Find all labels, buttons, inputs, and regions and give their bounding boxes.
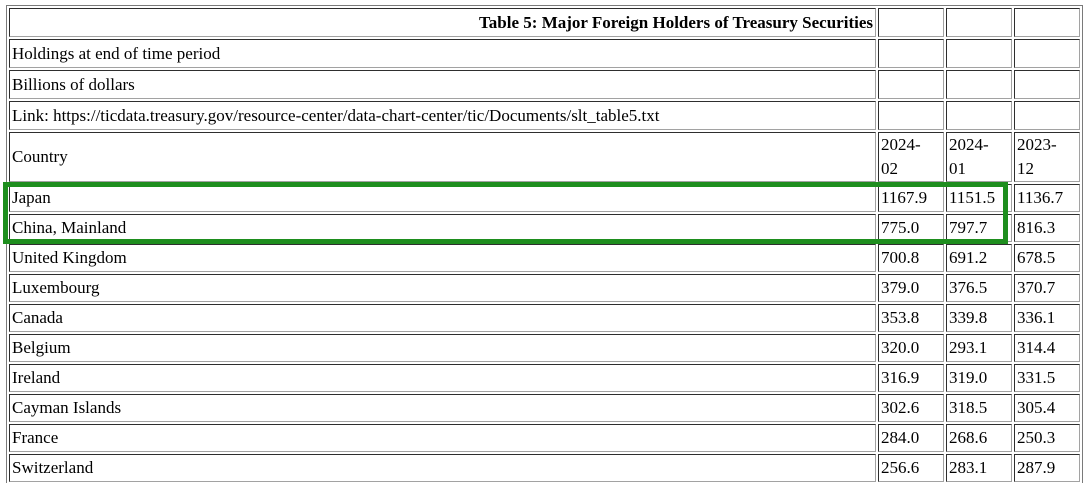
value-cell: 691.2 xyxy=(946,244,1012,272)
row-united-kingdom: United Kingdom 700.8 691.2 678.5 xyxy=(9,244,1080,272)
row-cayman-islands: Cayman Islands 302.6 318.5 305.4 xyxy=(9,394,1080,422)
country-cell: Canada xyxy=(9,304,876,332)
value-cell: 678.5 xyxy=(1014,244,1080,272)
empty-cell xyxy=(878,101,944,130)
value-cell: 256.6 xyxy=(878,454,944,482)
value-cell: 319.0 xyxy=(946,364,1012,392)
row-belgium: Belgium 320.0 293.1 314.4 xyxy=(9,334,1080,362)
title-row: Table 5: Major Foreign Holders of Treasu… xyxy=(9,8,1080,37)
value-cell: 353.8 xyxy=(878,304,944,332)
row-france: France 284.0 268.6 250.3 xyxy=(9,424,1080,452)
value-cell: 370.7 xyxy=(1014,274,1080,302)
empty-cell xyxy=(946,8,1012,37)
country-cell: Luxembourg xyxy=(9,274,876,302)
value-cell: 339.8 xyxy=(946,304,1012,332)
meta-text-holdings: Holdings at end of time period xyxy=(9,39,876,68)
col-header-2023-12: 2023-12 xyxy=(1014,132,1080,182)
col-header-label: 2023-12 xyxy=(1017,135,1057,178)
value-cell: 318.5 xyxy=(946,394,1012,422)
col-header-country: Country xyxy=(9,132,876,182)
value-cell: 314.4 xyxy=(1014,334,1080,362)
empty-cell xyxy=(878,70,944,99)
value-cell: 1136.7 xyxy=(1014,184,1080,212)
value-cell: 283.1 xyxy=(946,454,1012,482)
value-cell: 293.1 xyxy=(946,334,1012,362)
col-header-2024-01: 2024-01 xyxy=(946,132,1012,182)
value-cell: 316.9 xyxy=(878,364,944,392)
value-cell: 268.6 xyxy=(946,424,1012,452)
value-cell: 1151.5 xyxy=(946,184,1012,212)
value-cell: 331.5 xyxy=(1014,364,1080,392)
meta-row-link: Link: https://ticdata.treasury.gov/resou… xyxy=(9,101,1080,130)
value-cell: 284.0 xyxy=(878,424,944,452)
country-cell: Switzerland xyxy=(9,454,876,482)
empty-cell xyxy=(946,39,1012,68)
country-cell: Japan xyxy=(9,184,876,212)
col-header-2024-02: 2024-02 xyxy=(878,132,944,182)
value-cell: 700.8 xyxy=(878,244,944,272)
treasury-holders-table: Table 5: Major Foreign Holders of Treasu… xyxy=(6,5,1083,483)
row-china-mainland: China, Mainland 775.0 797.7 816.3 xyxy=(9,214,1080,242)
country-cell: United Kingdom xyxy=(9,244,876,272)
value-cell: 379.0 xyxy=(878,274,944,302)
meta-text-link: Link: https://ticdata.treasury.gov/resou… xyxy=(9,101,876,130)
col-header-label: 2024-01 xyxy=(949,135,989,178)
value-cell: 302.6 xyxy=(878,394,944,422)
value-cell: 376.5 xyxy=(946,274,1012,302)
country-cell: Cayman Islands xyxy=(9,394,876,422)
empty-cell xyxy=(878,8,944,37)
value-cell: 320.0 xyxy=(878,334,944,362)
row-ireland: Ireland 316.9 319.0 331.5 xyxy=(9,364,1080,392)
empty-cell xyxy=(946,70,1012,99)
value-cell: 287.9 xyxy=(1014,454,1080,482)
col-header-label: 2024-02 xyxy=(881,135,921,178)
meta-row-holdings: Holdings at end of time period xyxy=(9,39,1080,68)
value-cell: 775.0 xyxy=(878,214,944,242)
meta-row-units: Billions of dollars xyxy=(9,70,1080,99)
empty-cell xyxy=(1014,101,1080,130)
value-cell: 250.3 xyxy=(1014,424,1080,452)
row-luxembourg: Luxembourg 379.0 376.5 370.7 xyxy=(9,274,1080,302)
country-cell: China, Mainland xyxy=(9,214,876,242)
meta-text-units: Billions of dollars xyxy=(9,70,876,99)
column-header-row: Country 2024-02 2024-01 2023-12 xyxy=(9,132,1080,182)
empty-cell xyxy=(946,101,1012,130)
value-cell: 797.7 xyxy=(946,214,1012,242)
row-switzerland: Switzerland 256.6 283.1 287.9 xyxy=(9,454,1080,482)
empty-cell xyxy=(1014,70,1080,99)
table-title: Table 5: Major Foreign Holders of Treasu… xyxy=(9,8,876,37)
empty-cell xyxy=(1014,39,1080,68)
row-japan: Japan 1167.9 1151.5 1136.7 xyxy=(9,184,1080,212)
empty-cell xyxy=(878,39,944,68)
value-cell: 305.4 xyxy=(1014,394,1080,422)
country-cell: France xyxy=(9,424,876,452)
value-cell: 816.3 xyxy=(1014,214,1080,242)
row-canada: Canada 353.8 339.8 336.1 xyxy=(9,304,1080,332)
country-cell: Ireland xyxy=(9,364,876,392)
empty-cell xyxy=(1014,8,1080,37)
value-cell: 1167.9 xyxy=(878,184,944,212)
country-cell: Belgium xyxy=(9,334,876,362)
value-cell: 336.1 xyxy=(1014,304,1080,332)
